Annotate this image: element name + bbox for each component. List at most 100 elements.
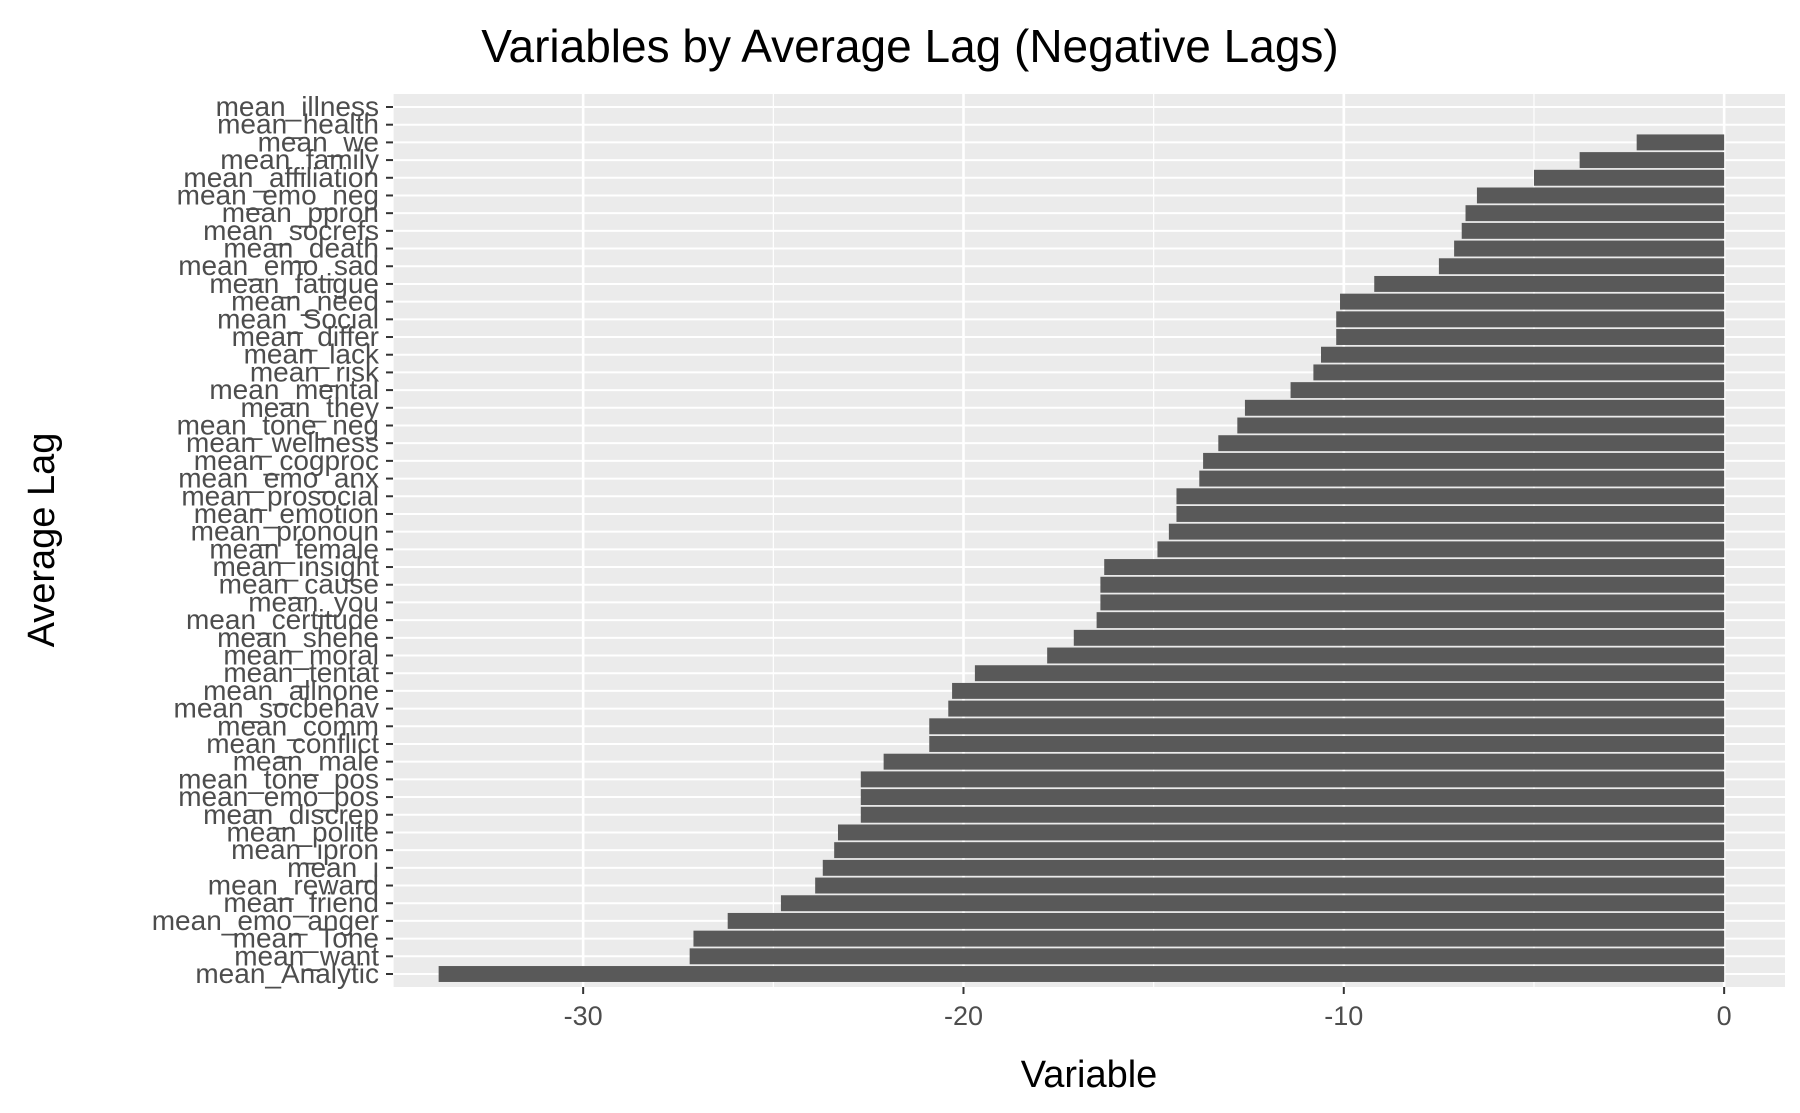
bar bbox=[1336, 311, 1725, 328]
y-tick-label: mean_emo_pos bbox=[178, 781, 379, 812]
y-tick-label: mean_certitude bbox=[186, 604, 379, 635]
bar bbox=[1579, 152, 1725, 169]
bar bbox=[837, 824, 1725, 841]
bar bbox=[1476, 187, 1725, 204]
bar bbox=[689, 948, 1725, 965]
y-tick-label: mean_want bbox=[234, 940, 379, 971]
y-tick-label: mean_death bbox=[223, 233, 379, 264]
y-tick-label: mean_differ bbox=[232, 321, 379, 352]
y-tick-label: mean_tentat bbox=[223, 657, 379, 688]
bar bbox=[883, 753, 1725, 770]
y-tick-label: mean_pronoun bbox=[191, 516, 379, 547]
y-tick-label: mean_emo_anx bbox=[178, 463, 379, 494]
y-tick-label: mean_lack bbox=[244, 339, 380, 370]
y-tick-label: mean_i bbox=[287, 852, 379, 883]
y-tick-label: mean_conflict bbox=[206, 728, 379, 759]
y-tick-label: mean_shehe bbox=[217, 622, 379, 653]
bar bbox=[1047, 647, 1725, 664]
bar bbox=[860, 789, 1725, 806]
bar bbox=[860, 806, 1725, 823]
bar bbox=[1199, 470, 1725, 487]
bar bbox=[1336, 329, 1725, 345]
bar bbox=[438, 966, 1725, 982]
y-tick-label: mean_tone_neg bbox=[177, 409, 379, 440]
y-tick-label: mean_socrefs bbox=[203, 215, 379, 246]
bar bbox=[1203, 452, 1725, 469]
y-tick-label: mean_ipron bbox=[231, 834, 379, 865]
bar bbox=[1636, 134, 1725, 151]
y-tick-label: mean_cause bbox=[219, 569, 379, 600]
y-tick-label: mean_Analytic bbox=[195, 958, 379, 989]
bar bbox=[693, 930, 1725, 947]
y-axis-title: Average Lag bbox=[21, 433, 63, 648]
bar bbox=[834, 842, 1725, 859]
bar bbox=[952, 682, 1725, 699]
y-tick-label: mean_comm bbox=[217, 710, 379, 741]
y-tick-label: mean_allnone bbox=[203, 675, 379, 706]
bar bbox=[1438, 258, 1725, 275]
bar bbox=[1157, 541, 1725, 558]
bar bbox=[1313, 364, 1725, 381]
bars bbox=[438, 134, 1725, 982]
y-tick-label: mean_affiliation bbox=[183, 162, 379, 193]
bar bbox=[929, 718, 1725, 735]
bar bbox=[948, 700, 1725, 717]
y-tick-label: mean_discrep bbox=[203, 799, 379, 830]
x-tick-label: -20 bbox=[944, 1001, 983, 1031]
y-tick-label: mean_emo_sad bbox=[178, 250, 379, 281]
bar bbox=[1461, 222, 1725, 239]
bar bbox=[1237, 417, 1725, 434]
y-tick-label: mean_illness bbox=[216, 91, 379, 122]
y-tick-label: mean_friend bbox=[223, 887, 379, 918]
y-tick-label: mean_moral bbox=[223, 640, 379, 671]
y-tick-label: mean_socbehav bbox=[174, 693, 379, 724]
chart-title: Variables by Average Lag (Negative Lags) bbox=[481, 20, 1339, 72]
y-tick-label: mean_they bbox=[240, 392, 379, 423]
bar bbox=[1073, 629, 1725, 646]
bar bbox=[1100, 576, 1725, 593]
bar bbox=[1454, 240, 1725, 257]
bar bbox=[929, 736, 1725, 752]
bar bbox=[1176, 505, 1725, 522]
bar bbox=[974, 665, 1725, 682]
bar bbox=[1244, 399, 1725, 416]
y-tick-label: mean_female bbox=[209, 533, 379, 564]
y-tick-label: mean_ppron bbox=[222, 197, 379, 228]
bar bbox=[727, 912, 1725, 929]
bar bbox=[860, 771, 1725, 788]
bar bbox=[1104, 559, 1725, 576]
y-tick-label: mean_need bbox=[231, 286, 379, 317]
bar bbox=[1321, 346, 1725, 363]
bar bbox=[1533, 169, 1725, 186]
y-tick-label: mean_Tone bbox=[233, 923, 379, 954]
y-tick-label: mean_wellness bbox=[186, 427, 379, 458]
bar bbox=[1100, 594, 1725, 611]
bar bbox=[822, 859, 1725, 876]
y-tick-label: mean_emo_neg bbox=[177, 179, 379, 210]
y-axis: mean_illnessmean_healthmean_wemean_famil… bbox=[152, 91, 393, 989]
y-tick-label: mean_you bbox=[248, 586, 379, 617]
y-tick-label: mean_fatigue bbox=[209, 268, 379, 299]
y-tick-label: mean_we bbox=[258, 126, 379, 157]
x-axis-title: Variable bbox=[1021, 1054, 1158, 1096]
y-tick-label: mean_risk bbox=[250, 356, 380, 387]
x-tick-label: 0 bbox=[1717, 1001, 1732, 1031]
bar bbox=[1168, 523, 1725, 540]
y-tick-label: mean_health bbox=[217, 109, 379, 140]
y-tick-label: mean_family bbox=[220, 144, 379, 175]
y-tick-label: mean_male bbox=[233, 746, 379, 777]
bar bbox=[1374, 275, 1725, 292]
bar bbox=[1218, 435, 1725, 452]
bar bbox=[1096, 612, 1725, 629]
y-tick-label: mean_reward bbox=[208, 870, 379, 901]
y-tick-label: mean_cogproc bbox=[194, 445, 379, 476]
x-tick-label: -10 bbox=[1324, 1001, 1363, 1031]
y-tick-label: mean_insight bbox=[212, 551, 379, 582]
x-tick-label: -30 bbox=[564, 1001, 603, 1031]
bar bbox=[780, 895, 1725, 912]
bar bbox=[1176, 488, 1725, 505]
y-tick-label: mean_emotion bbox=[194, 498, 379, 529]
y-tick-label: mean_emo_anger bbox=[152, 905, 379, 936]
y-tick-label: mean_Social bbox=[217, 303, 379, 334]
